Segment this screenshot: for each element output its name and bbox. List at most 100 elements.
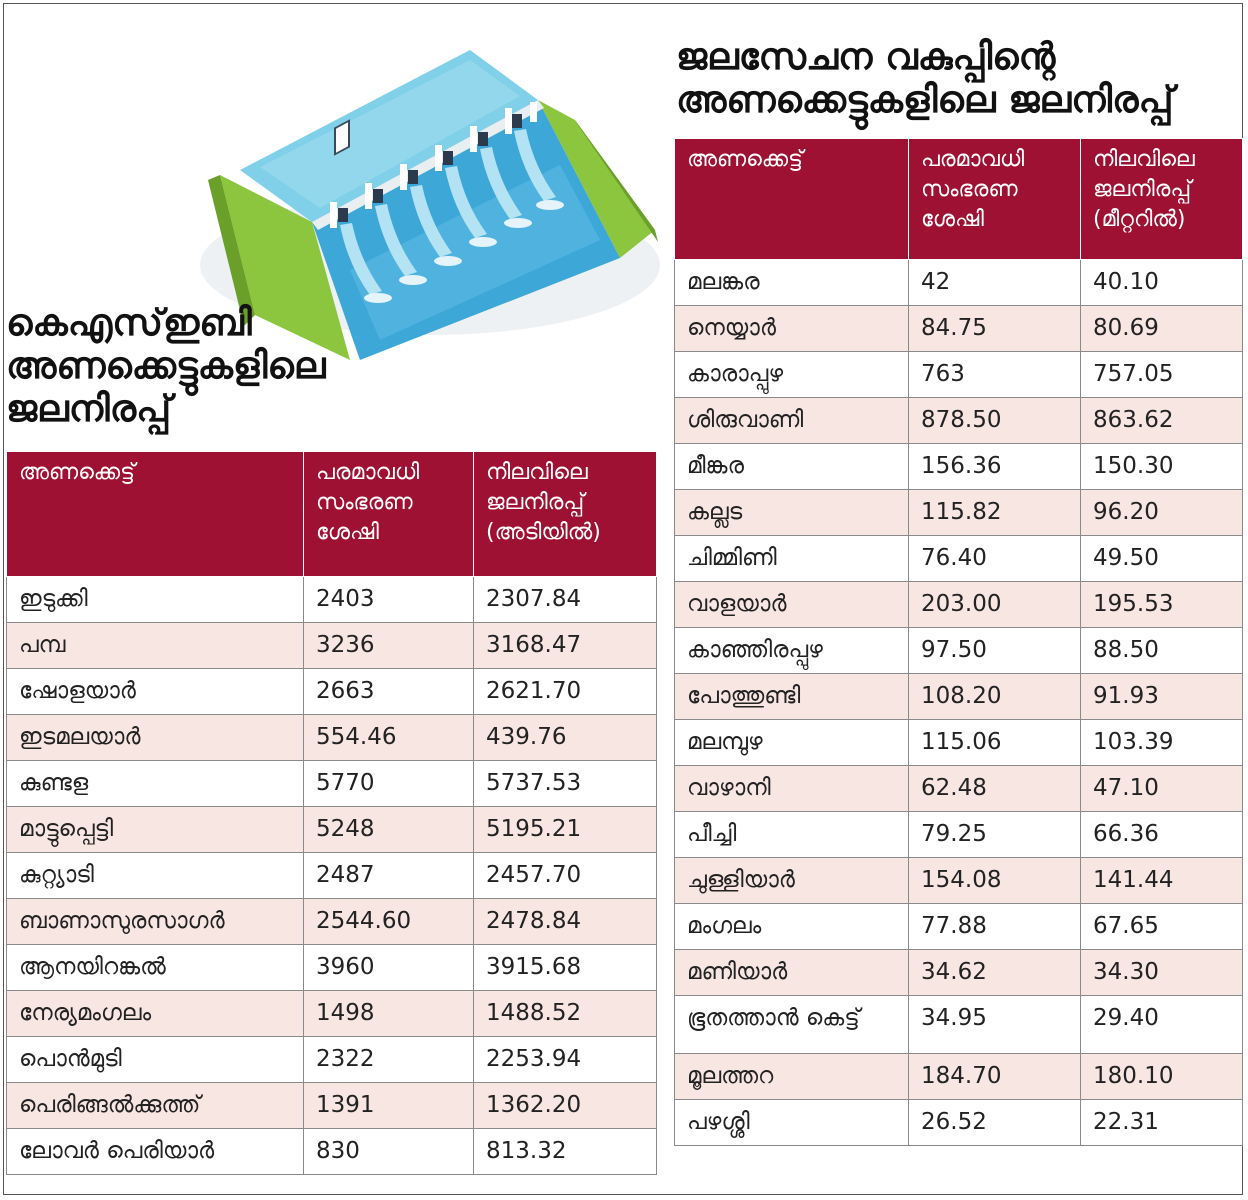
max-capacity-cell: 763: [908, 351, 1081, 398]
current-level-cell: 67.65: [1080, 903, 1243, 950]
max-capacity-cell: 830: [303, 1128, 474, 1175]
table-row: പോത്തുണ്ടി 108.20 91.93: [674, 673, 1243, 720]
dam-name-cell: മലങ്കര: [674, 259, 909, 306]
dam-name-cell: കാഞ്ഞിരപ്പുഴ: [674, 627, 909, 674]
dam-name-cell: വാളയാർ: [674, 581, 909, 628]
table-row: മംഗലം 77.88 67.65: [674, 903, 1243, 950]
table-row: കല്ലട 115.82 96.20: [674, 489, 1243, 536]
current-level-cell: 2307.84: [473, 576, 657, 623]
max-capacity-cell: 62.48: [908, 765, 1081, 812]
header-line: പരമാവധി: [921, 147, 1025, 172]
header-max-capacity: പരമാവധി സംഭരണ ശേഷി: [303, 451, 474, 577]
current-level-cell: 80.69: [1080, 305, 1243, 352]
dam-icon: [200, 50, 660, 360]
current-level-cell: 47.10: [1080, 765, 1243, 812]
table-row: മീങ്കര 156.36 150.30: [674, 443, 1243, 490]
max-capacity-cell: 1498: [303, 990, 474, 1037]
header-line: ജലനിരപ്പ്: [486, 489, 585, 515]
current-level-cell: 5195.21: [473, 806, 657, 853]
max-capacity-cell: 115.06: [908, 719, 1081, 766]
dam-name-cell: മാട്ടുപ്പെട്ടി: [6, 806, 304, 853]
max-capacity-cell: 2663: [303, 668, 474, 715]
header-line: പരമാവധി: [316, 460, 420, 485]
max-capacity-cell: 154.08: [908, 857, 1081, 904]
max-capacity-cell: 3960: [303, 944, 474, 991]
current-level-cell: 2457.70: [473, 852, 657, 899]
max-capacity-cell: 203.00: [908, 581, 1081, 628]
table-row: ചുള്ളിയാർ 154.08 141.44: [674, 857, 1243, 904]
max-capacity-cell: 34.62: [908, 949, 1081, 996]
table-row: പെരിങ്ങൽക്കുത്ത് 1391 1362.20: [6, 1082, 657, 1129]
current-level-cell: 5737.53: [473, 760, 657, 807]
dam-name-cell: കുണ്ടള: [6, 760, 304, 807]
dam-name-cell: ഇടുക്കി: [6, 576, 304, 623]
kseb-title-line: കെഎസ്ഇബി: [6, 301, 252, 344]
current-level-cell: 150.30: [1080, 443, 1243, 490]
dam-name-cell: മീങ്കര: [674, 443, 909, 490]
max-capacity-cell: 3236: [303, 622, 474, 669]
kseb-title-line: ജലനിരപ്പ്: [6, 386, 172, 430]
current-level-cell: 34.30: [1080, 949, 1243, 996]
current-level-cell: 2621.70: [473, 668, 657, 715]
irrigation-title-line: ജലസേചന വകുപ്പിന്റെ: [676, 35, 1056, 78]
max-capacity-cell: 84.75: [908, 305, 1081, 352]
header-current-level: നിലവിലെ ജലനിരപ്പ് (മീറ്ററിൽ): [1080, 138, 1243, 260]
table-row: ഭൂതത്താൻ കെട്ട് 34.95 29.40: [674, 995, 1243, 1054]
dam-name-cell: ലോവർ പെരിയാർ: [6, 1128, 304, 1175]
table-row: കുണ്ടള 5770 5737.53: [6, 760, 657, 807]
dam-name-cell: നെയ്യാർ: [674, 305, 909, 352]
table-row: കാരാപ്പുഴ 763 757.05: [674, 351, 1243, 398]
dam-name-cell: മംഗലം: [674, 903, 909, 950]
max-capacity-cell: 1391: [303, 1082, 474, 1129]
max-capacity-cell: 26.52: [908, 1099, 1081, 1146]
irrigation-dam-table: അണക്കെട്ട് പരമാവധി സംഭരണ ശേഷി നിലവിലെ ജല…: [674, 138, 1243, 1146]
current-level-cell: 813.32: [473, 1128, 657, 1175]
table-row: പൊൻമുടി 2322 2253.94: [6, 1036, 657, 1083]
dam-name-cell: ആനയിറങ്കൽ: [6, 944, 304, 991]
header-line: നിലവിലെ: [1093, 147, 1195, 172]
header-line: (അടിയിൽ): [486, 519, 601, 545]
header-line: സംഭരണ: [316, 489, 413, 515]
table-row: നേര്യമംഗലം 1498 1488.52: [6, 990, 657, 1037]
current-level-cell: 439.76: [473, 714, 657, 761]
header-dam: അണക്കെട്ട്: [6, 451, 304, 577]
table-row: ആനയിറങ്കൽ 3960 3915.68: [6, 944, 657, 991]
table-row: ഷോളയാർ 2663 2621.70: [6, 668, 657, 715]
header-line: (മീറ്ററിൽ): [1093, 206, 1186, 232]
table-row: മണിയാർ 34.62 34.30: [674, 949, 1243, 996]
table-row: കാഞ്ഞിരപ്പുഴ 97.50 88.50: [674, 627, 1243, 674]
page-frame: [3, 3, 1243, 1195]
current-level-cell: 96.20: [1080, 489, 1243, 536]
current-level-cell: 141.44: [1080, 857, 1243, 904]
header-line: അണക്കെട്ട്: [687, 147, 803, 172]
max-capacity-cell: 2544.60: [303, 898, 474, 945]
current-level-cell: 3168.47: [473, 622, 657, 669]
current-level-cell: 2253.94: [473, 1036, 657, 1083]
max-capacity-cell: 5770: [303, 760, 474, 807]
dam-name-cell: പഴശ്ശി: [674, 1099, 909, 1146]
header-current-level: നിലവിലെ ജലനിരപ്പ് (അടിയിൽ): [473, 451, 657, 577]
dam-name-cell: വാഴാനി: [674, 765, 909, 812]
dam-name-cell: ഇടമലയാർ: [6, 714, 304, 761]
max-capacity-cell: 184.70: [908, 1053, 1081, 1100]
kseb-title-line: അണക്കെട്ടുകളിലെ: [6, 343, 326, 387]
max-capacity-cell: 79.25: [908, 811, 1081, 858]
dam-name-cell: പെരിങ്ങൽക്കുത്ത്: [6, 1082, 304, 1129]
current-level-cell: 863.62: [1080, 397, 1243, 444]
current-level-cell: 88.50: [1080, 627, 1243, 674]
header-line: ശേഷി: [316, 519, 379, 545]
table-row: പീച്ചി 79.25 66.36: [674, 811, 1243, 858]
max-capacity-cell: 42: [908, 259, 1081, 306]
max-capacity-cell: 2487: [303, 852, 474, 899]
table-row: കുറ്റ്യാടി 2487 2457.70: [6, 852, 657, 899]
dam-name-cell: മലമ്പുഴ: [674, 719, 909, 766]
current-level-cell: 22.31: [1080, 1099, 1243, 1146]
header-max-capacity: പരമാവധി സംഭരണ ശേഷി: [908, 138, 1081, 260]
kseb-dam-table: അണക്കെട്ട് പരമാവധി സംഭരണ ശേഷി നിലവിലെ ജല…: [6, 451, 657, 1175]
max-capacity-cell: 554.46: [303, 714, 474, 761]
dam-name-cell: ശിരുവാണി: [674, 397, 909, 444]
dam-name-cell: ഭൂതത്താൻ കെട്ട്: [674, 995, 909, 1054]
current-level-cell: 3915.68: [473, 944, 657, 991]
table-row: ഇടമലയാർ 554.46 439.76: [6, 714, 657, 761]
table-row: പഴശ്ശി 26.52 22.31: [674, 1099, 1243, 1146]
